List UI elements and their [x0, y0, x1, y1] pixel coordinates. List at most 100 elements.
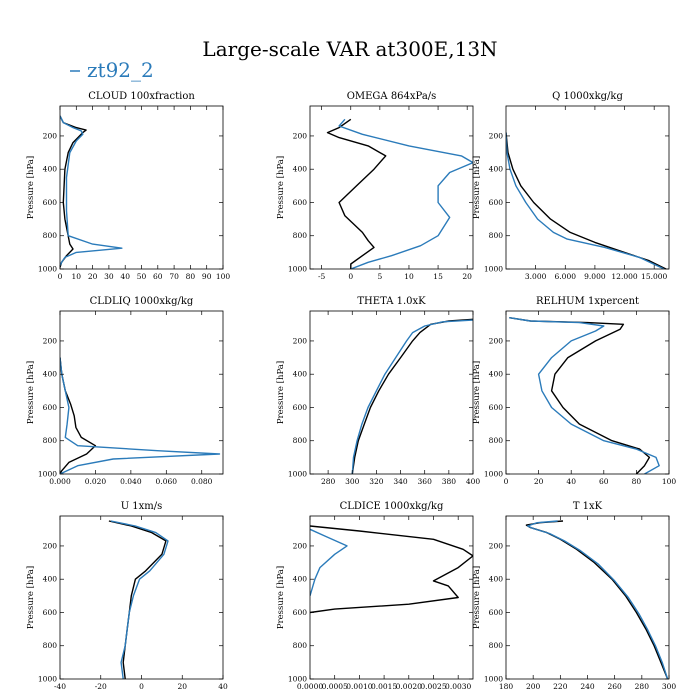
- series-line-black: [525, 520, 669, 679]
- series-line-blue: [60, 115, 123, 266]
- y-tick-label: 1000: [288, 470, 307, 479]
- series-line-black: [326, 118, 387, 269]
- x-tick-label: 6.000: [555, 272, 577, 281]
- y-tick-label: 1000: [484, 265, 503, 274]
- x-tick-label: 20: [462, 272, 472, 281]
- x-tick-label: 280: [635, 682, 650, 691]
- x-tick-label: 0: [348, 272, 353, 281]
- panel-title: CLDICE 1000xkg/kg: [340, 501, 444, 512]
- series-line-blue: [351, 319, 473, 474]
- chart-panel: OMEGA 864xPa/s Pressure [hPa] -5 0 5 10 15 20 20…: [276, 91, 474, 281]
- y-tick-label: 800: [43, 231, 58, 240]
- y-tick-label: 800: [489, 641, 504, 650]
- panel-title: U 1xm/s: [121, 501, 163, 512]
- y-tick-label: 800: [43, 641, 58, 650]
- y-tick-label: 400: [43, 575, 58, 584]
- x-tick-label: 100: [216, 272, 231, 281]
- x-tick-label: 15.000: [641, 272, 667, 281]
- chart-panel: RELHUM 1xpercent Pressure [hPa] 0 20 40 60 80 1…: [472, 296, 676, 486]
- x-tick-label: 0.0000: [297, 682, 323, 691]
- y-tick-label: 800: [293, 231, 308, 240]
- y-tick-label: 800: [293, 641, 308, 650]
- plot-frame: [309, 310, 474, 475]
- x-tick-label: 0.060: [156, 477, 178, 486]
- x-tick-label: 90: [202, 272, 212, 281]
- x-tick-label: 0.0005: [322, 682, 348, 691]
- series-line-blue: [527, 520, 669, 679]
- y-tick-label: 200: [489, 541, 504, 550]
- series-line-blue: [506, 132, 665, 269]
- x-tick-label: 0: [58, 272, 63, 281]
- x-tick-label: -20: [95, 682, 107, 691]
- y-tick-label: 200: [293, 541, 308, 550]
- x-tick-label: 0: [139, 682, 144, 691]
- y-tick-label: 400: [43, 370, 58, 379]
- x-tick-label: 0.0025: [420, 682, 446, 691]
- x-tick-label: 0.040: [120, 477, 142, 486]
- series-line-blue: [60, 357, 221, 474]
- x-tick-label: -5: [318, 272, 326, 281]
- x-tick-label: 80: [186, 272, 196, 281]
- x-tick-label: 10: [404, 272, 414, 281]
- y-tick-label: 600: [489, 608, 504, 617]
- y-tick-label: 600: [293, 608, 308, 617]
- x-tick-label: 15: [433, 272, 443, 281]
- x-tick-label: 0.020: [85, 477, 107, 486]
- x-tick-label: 20: [88, 272, 98, 281]
- y-axis-label: Pressure [hPa]: [26, 566, 36, 629]
- x-tick-label: 50: [137, 272, 147, 281]
- y-axis-label: Pressure [hPa]: [472, 156, 482, 219]
- y-tick-label: 600: [293, 198, 308, 207]
- x-tick-label: 12.000: [611, 272, 637, 281]
- y-tick-label: 400: [293, 370, 308, 379]
- x-tick-label: 0.0010: [346, 682, 372, 691]
- y-tick-label: 800: [43, 436, 58, 445]
- x-tick-label: 0.0020: [396, 682, 422, 691]
- x-tick-label: 60: [153, 272, 163, 281]
- y-tick-label: 400: [489, 165, 504, 174]
- panels-grid: CLOUD 100xfraction Pressure [hPa] 0 10 20 30 4…: [26, 91, 676, 691]
- series-line-black: [506, 132, 667, 269]
- y-tick-label: 600: [489, 403, 504, 412]
- y-tick-label: 200: [43, 131, 58, 140]
- series-line-blue: [338, 118, 473, 269]
- x-tick-label: 0.0030: [445, 682, 471, 691]
- chart-panel: U 1xm/s Pressure [hPa] -40 -20 0 20 40 200 400 60…: [26, 501, 228, 691]
- x-tick-label: 340: [393, 477, 408, 486]
- series-line-blue: [110, 520, 169, 679]
- panel-title: CLOUD 100xfraction: [88, 91, 195, 102]
- x-tick-label: 300: [345, 477, 360, 486]
- x-tick-label: 5: [377, 272, 382, 281]
- series-line-black: [310, 525, 473, 614]
- x-tick-label: 280: [321, 477, 336, 486]
- y-tick-label: 200: [489, 131, 504, 140]
- panel-title: OMEGA 864xPa/s: [347, 91, 437, 102]
- y-tick-label: 1000: [38, 265, 57, 274]
- y-axis-label: Pressure [hPa]: [26, 156, 36, 219]
- y-tick-label: 200: [43, 336, 58, 345]
- x-tick-label: 300: [662, 682, 677, 691]
- series-line-black: [108, 520, 167, 679]
- plot-frame: [59, 105, 224, 270]
- y-tick-label: 200: [293, 336, 308, 345]
- chart-panel: CLDLIQ 1000xkg/kg Pressure [hPa] 0.000 0.02…: [26, 296, 224, 486]
- chart-panel: T 1xK Pressure [hPa] 180 200 220 240 260 280 300…: [472, 501, 676, 691]
- y-axis-label: Pressure [hPa]: [276, 566, 286, 629]
- chart-panel: Q 1000xkg/kg Pressure [hPa] 3.000 6.000 9.00…: [472, 91, 670, 281]
- y-tick-label: 400: [293, 165, 308, 174]
- x-tick-label: 0.000: [49, 477, 71, 486]
- plot-frame: [309, 515, 474, 680]
- panel-title: Q 1000xkg/kg: [552, 91, 623, 102]
- y-tick-label: 1000: [38, 675, 57, 684]
- y-axis-label: Pressure [hPa]: [26, 361, 36, 424]
- y-tick-label: 200: [293, 131, 308, 140]
- panel-title: RELHUM 1xpercent: [536, 296, 639, 307]
- y-tick-label: 400: [43, 165, 58, 174]
- y-tick-label: 1000: [484, 470, 503, 479]
- x-tick-label: 200: [526, 682, 541, 691]
- y-tick-label: 600: [489, 198, 504, 207]
- series-line-blue: [509, 317, 660, 474]
- x-tick-label: 3.000: [525, 272, 547, 281]
